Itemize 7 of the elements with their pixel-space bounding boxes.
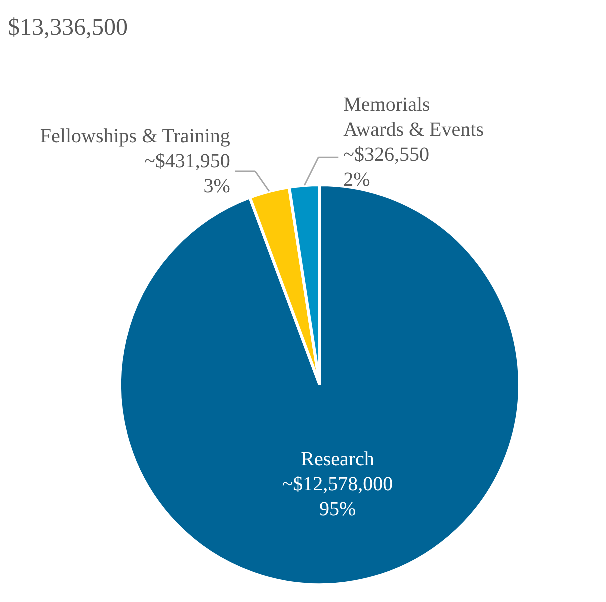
data-label: ~$431,950 3% [144, 150, 230, 198]
slice-label: Memorials Awards & Events [344, 94, 484, 142]
slice-label: Fellowships & Training [40, 126, 230, 148]
chart-title: $13,336,500 [8, 15, 128, 41]
slice-label: Research [301, 448, 374, 470]
data-label: ~$12,578,000 95% [282, 473, 394, 520]
data-label: ~$326,550 2% [344, 144, 430, 192]
